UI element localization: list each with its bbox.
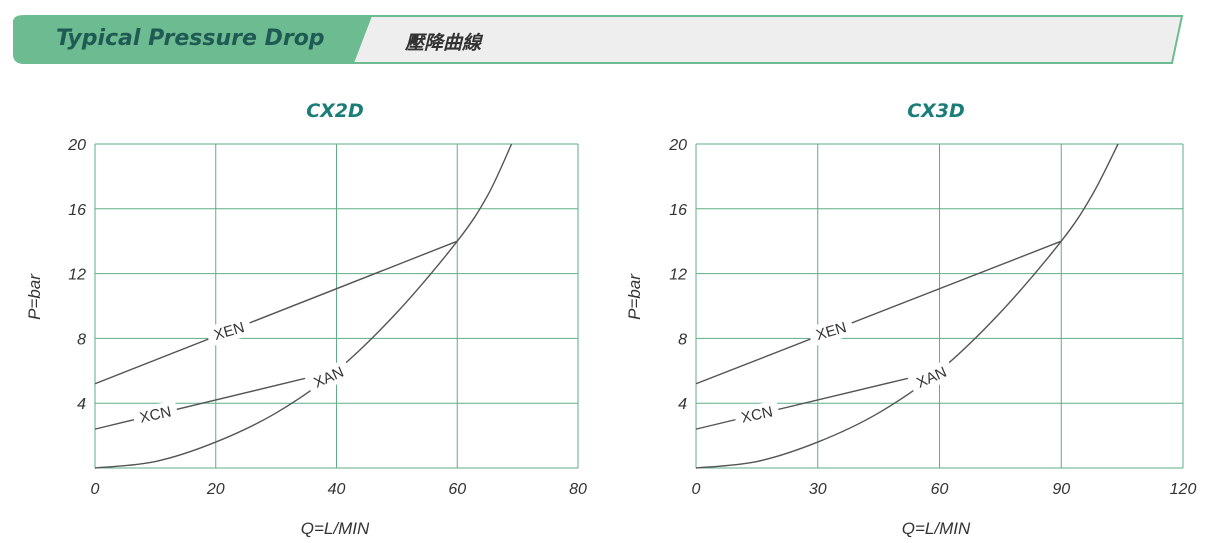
series-label-gap	[907, 359, 956, 396]
section-header: Typical Pressure Drop 壓降曲線	[12, 14, 1188, 66]
x-tick-label: 0	[91, 481, 100, 498]
y-axis-label: P=bar	[25, 273, 44, 320]
y-tick-label: 8	[77, 331, 86, 348]
series-label-gap	[733, 400, 781, 429]
series-label-text: XEN	[814, 319, 848, 344]
series-label-text: XCN	[740, 403, 775, 426]
x-tick-label: 90	[1052, 481, 1070, 498]
x-tick-label: 60	[931, 481, 949, 498]
x-tick-label: 80	[569, 481, 587, 498]
chart-cx3d: CX3D XEN XCN XAN 0 30 60 90 120 4 8 12 16 20 Q=L/M…	[600, 90, 1200, 543]
y-tick-label: 4	[77, 396, 86, 413]
chart-cx3d-svg: CX3D XEN XCN XAN 0 30 60 90 120 4 8 12 16 20 Q=L/M…	[625, 100, 1197, 538]
chart-title: CX2D	[306, 100, 364, 122]
series-label-xen: XEN	[807, 315, 856, 347]
y-tick-label: 12	[669, 267, 687, 284]
series-label-gap	[131, 400, 179, 429]
series-label-xcn: XCN	[733, 400, 781, 429]
y-tick-label: 20	[67, 137, 86, 154]
header-banner	[13, 15, 1184, 64]
y-tick-label: 12	[68, 267, 86, 284]
series-label-text: XCN	[138, 403, 173, 426]
header-title-zh: 壓降曲線	[405, 32, 482, 54]
series-line-xen	[695, 240, 1062, 385]
series-line-xen	[94, 240, 458, 385]
series-label-gap	[205, 315, 253, 347]
x-tick-label: 60	[448, 481, 466, 498]
x-tick-label: 0	[692, 481, 701, 498]
y-tick-label: 8	[678, 331, 687, 348]
chart-cx2d-svg: CX2D XEN XCN XAN 0 20 40 60 80 4 8 12 16 20 Q=L/MI…	[25, 100, 587, 538]
y-tick-label: 20	[668, 137, 687, 154]
x-tick-label: 40	[328, 481, 346, 498]
x-tick-label: 120	[1170, 481, 1197, 498]
chart-cx2d: CX2D XEN XCN XAN 0 20 40 60 80 4 8 12 16 20 Q=L/MI…	[0, 90, 600, 543]
series-label-text: XEN	[212, 319, 246, 344]
y-axis-label: P=bar	[625, 273, 644, 320]
x-axis-label: Q=L/MIN	[301, 519, 370, 538]
y-tick-label: 16	[669, 202, 687, 219]
series-label-gap	[807, 315, 856, 347]
series-label-xen: XEN	[205, 315, 253, 347]
series-label-xcn: XCN	[131, 400, 179, 429]
x-tick-label: 20	[206, 481, 225, 498]
x-axis-label: Q=L/MIN	[902, 519, 971, 538]
series-label-xan: XAN	[304, 359, 353, 396]
series-label-xan: XAN	[907, 359, 956, 396]
header-title-en: Typical Pressure Drop	[56, 26, 325, 51]
y-tick-label: 4	[678, 396, 687, 413]
chart-title: CX3D	[907, 100, 965, 122]
x-tick-label: 30	[809, 481, 827, 498]
y-tick-label: 16	[68, 202, 86, 219]
series-label-gap	[304, 359, 353, 396]
